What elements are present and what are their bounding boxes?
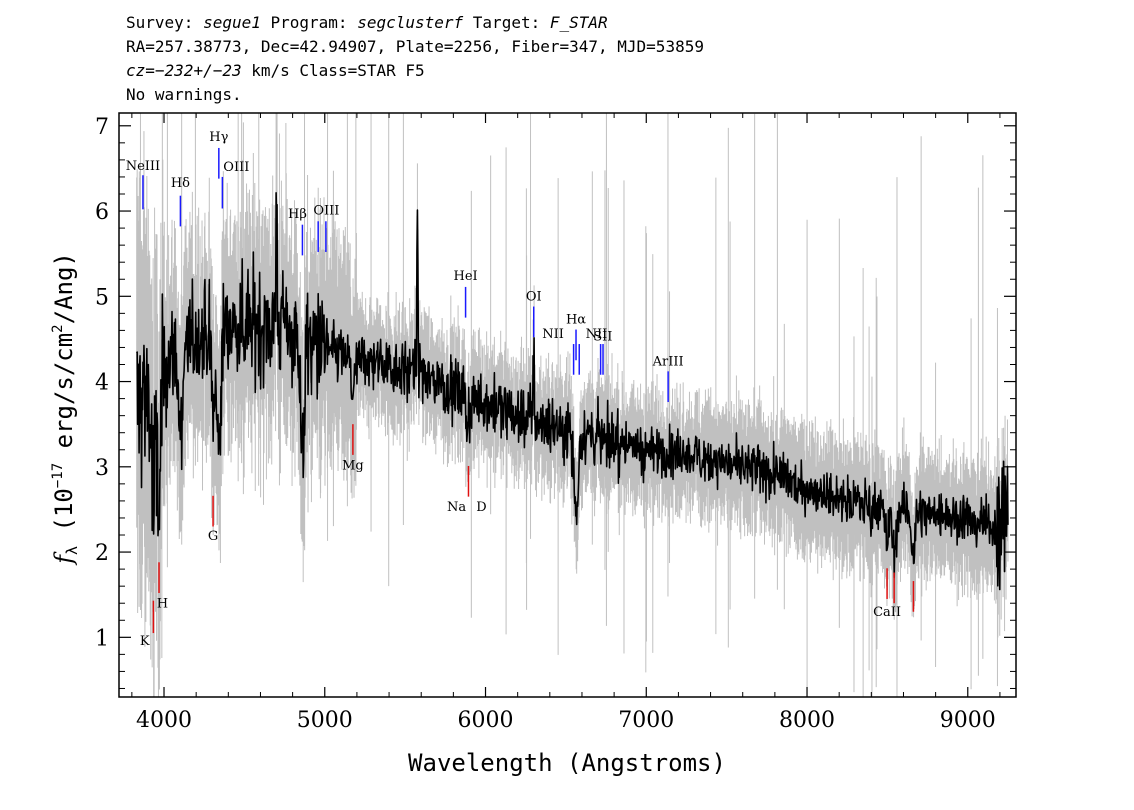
emission-line-label: ArIII (652, 354, 684, 369)
y-tick-label: 2 (95, 541, 109, 566)
x-tick-label: 9000 (940, 708, 996, 733)
x-tick-label: 7000 (618, 708, 674, 733)
y-axis-units-a: (10 (50, 488, 78, 546)
x-tick-label: 8000 (779, 708, 835, 733)
x-tick-label: 4000 (136, 708, 192, 733)
x-axis-title: Wavelength (Angstroms) (408, 749, 726, 777)
y-axis-exponent: −17 (50, 463, 66, 488)
emission-line-label: NII (542, 327, 564, 342)
y-tick-label: 3 (95, 456, 109, 481)
absorption-line-label: H (157, 596, 168, 611)
header-line-3: cz=−232+/−23 km/s Class=STAR F5 (126, 61, 425, 80)
y-tick-label: 4 (95, 371, 109, 396)
spectrum-line (135, 191, 1009, 591)
x-tick-label: 6000 (458, 708, 514, 733)
target-label: Target: (463, 13, 550, 32)
emission-line-label: HeI (453, 269, 477, 284)
cz-prefix: cz= (126, 61, 155, 80)
y-tick-label: 1 (95, 626, 109, 651)
emission-line-label: Hβ (288, 207, 307, 222)
absorption-line-label: CaII (873, 605, 901, 620)
emission-line-label: OIII (223, 160, 249, 175)
target-value: F_STAR (550, 13, 608, 32)
absorption-line-label: Mg (342, 458, 364, 473)
program-label: Program: (261, 13, 357, 32)
x-tick-label: 5000 (297, 708, 353, 733)
header-line-2: RA=257.38773, Dec=42.94907, Plate=2256, … (126, 37, 704, 56)
survey-label: Survey: (126, 13, 203, 32)
y-axis-square: 2 (50, 324, 66, 332)
survey-value: segue1 (203, 13, 261, 32)
y-tick-label: 6 (95, 200, 109, 225)
cz-suffix: km/s Class=STAR F5 (242, 61, 425, 80)
absorption-line-label: K (140, 634, 150, 649)
emission-line-label: Hγ (209, 130, 228, 145)
emission-line-label: SII (593, 330, 612, 345)
y-axis-title: fλ (10−17 erg/s/cm2/Ang) (50, 252, 81, 566)
absorption-line-label: G (208, 529, 218, 544)
emission-line-label: Hδ (171, 176, 190, 191)
y-tick-label: 7 (95, 115, 109, 140)
emission-line-label: Hα (566, 313, 586, 328)
y-axis-subscript: λ (63, 546, 81, 555)
y-tick-label: 5 (95, 285, 109, 310)
y-axis-units-b: erg/s/cm (50, 333, 78, 463)
emission-line-label: NII (586, 327, 608, 342)
absorption-line-label: Na (447, 500, 466, 515)
emission-line-label: OIII (313, 203, 339, 218)
cz-value: −232+/−23 (155, 61, 242, 80)
header-line-1: Survey: segue1 Program: segclusterf Targ… (126, 13, 608, 32)
absorption-line-label: D (476, 500, 486, 515)
header-line-4: No warnings. (126, 85, 242, 104)
y-axis-units-c: /Ang) (50, 252, 78, 324)
axes: 4000 5000 6000 7000 8000 9000 1 2 3 4 5 6 7 (95, 112, 1017, 733)
plot-frame (118, 112, 1017, 698)
program-value: segclusterf (357, 13, 463, 32)
emission-line-label: NeIII (126, 159, 160, 174)
spectrum-series (135, 191, 1009, 591)
emission-line-label: OI (526, 290, 542, 305)
